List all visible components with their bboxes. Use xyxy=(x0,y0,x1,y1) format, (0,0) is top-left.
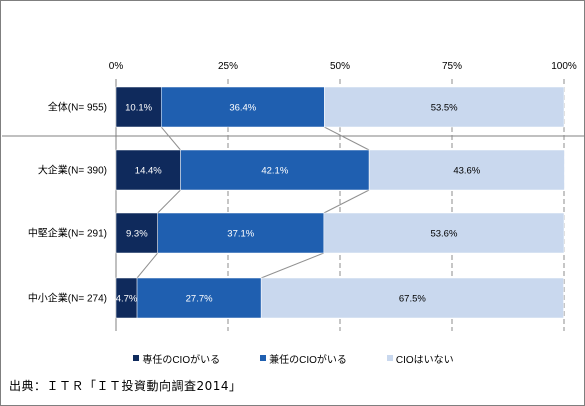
x-tick-label: 25% xyxy=(218,61,238,72)
data-label: 67.5% xyxy=(399,294,426,305)
category-label: 中小企業(N= 274) xyxy=(28,292,107,305)
series-line xyxy=(160,126,181,151)
source-note: 出典：ＩＴＲ「ＩＴ投資動向調査2014」 xyxy=(9,379,242,393)
legend-item: 専任のCIOがいる xyxy=(133,351,220,366)
bar-segment xyxy=(115,86,162,128)
data-label: 9.3% xyxy=(126,229,148,240)
bar-segment xyxy=(323,212,565,254)
data-label: 14.4% xyxy=(135,166,162,177)
stacked-bar-chart: 0% 25% 50% 75% 100% 10.1% 36.4% 53.5% 全体(N= 955)… xyxy=(2,61,584,331)
data-label: 53.5% xyxy=(431,103,458,114)
series-line xyxy=(260,252,325,279)
category-label: 全体(N= 955) xyxy=(48,101,107,114)
legend-swatch xyxy=(260,355,267,361)
bar-segment xyxy=(368,149,565,191)
legend-label: 兼任のCIOがいる xyxy=(269,354,347,366)
bar-segment xyxy=(260,277,564,319)
legend-item: 兼任のCIOがいる xyxy=(260,351,347,366)
legend-item: CIOはいない xyxy=(386,351,454,366)
bar-segment xyxy=(180,149,370,191)
data-label: 4.7% xyxy=(116,294,138,305)
series-line xyxy=(136,252,159,279)
x-tick-label: 75% xyxy=(442,61,462,72)
x-tick-label: 50% xyxy=(330,61,350,72)
legend-swatch xyxy=(133,355,140,361)
legend-label: CIOはいない xyxy=(395,354,454,366)
legend-label: 専任のCIOがいる xyxy=(142,354,221,366)
series-line xyxy=(323,189,370,214)
bar-segment xyxy=(324,86,565,128)
series-line xyxy=(157,189,181,214)
category-label: 中堅企業(N= 291) xyxy=(28,227,107,240)
data-label: 27.7% xyxy=(186,294,213,305)
bar-segment xyxy=(136,277,262,319)
data-label: 37.1% xyxy=(227,229,254,240)
data-label: 43.6% xyxy=(453,166,480,177)
data-label: 36.4% xyxy=(229,103,256,114)
x-tick-label: 100% xyxy=(551,61,577,72)
bar-segment xyxy=(115,149,181,191)
x-tick-label: 0% xyxy=(109,61,124,72)
series-line xyxy=(324,126,370,151)
category-label: 大企業(N= 390) xyxy=(38,164,107,177)
legend-swatch xyxy=(386,355,393,361)
data-label: 42.1% xyxy=(261,166,288,177)
data-label: 10.1% xyxy=(125,103,152,114)
bar-segment xyxy=(157,212,325,254)
data-label: 53.6% xyxy=(430,229,457,240)
bar-segment xyxy=(115,212,158,254)
legend: 専任のCIOがいる 兼任のCIOがいる CIOはいない xyxy=(1,350,585,366)
